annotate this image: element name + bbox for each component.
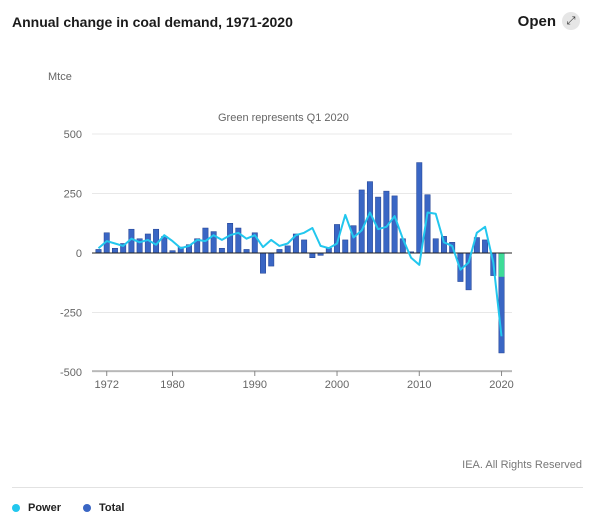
total-bar bbox=[243, 249, 250, 254]
total-dot-icon bbox=[83, 504, 92, 512]
y-axis-unit-label: Mtce bbox=[48, 71, 72, 83]
y-tick-label: 250 bbox=[64, 189, 82, 201]
y-tick-label: -250 bbox=[60, 308, 82, 320]
total-bar bbox=[235, 227, 242, 254]
total-bar bbox=[358, 189, 365, 254]
y-tick-label: 500 bbox=[64, 129, 82, 141]
total-bar bbox=[432, 238, 439, 254]
open-label: Open bbox=[517, 12, 556, 30]
legend-divider bbox=[12, 487, 583, 488]
x-tick-label: 1972 bbox=[94, 379, 118, 391]
copyright-credit: IEA. All Rights Reserved bbox=[462, 459, 582, 471]
chart-legend: Power Total bbox=[12, 502, 124, 514]
y-tick-label: 0 bbox=[76, 248, 82, 260]
x-tick-label: 2000 bbox=[325, 379, 349, 391]
total-bar bbox=[112, 247, 118, 254]
open-button[interactable]: Open ⤢ bbox=[518, 12, 580, 30]
total-bar bbox=[260, 252, 266, 274]
q1-2020-bar bbox=[498, 253, 505, 277]
legend-label-power: Power bbox=[28, 502, 62, 514]
expand-arrow-icon: ⤢ bbox=[562, 12, 580, 30]
legend-item-power[interactable]: Power bbox=[12, 502, 61, 514]
chart-title: Annual change in coal demand, 1971-2020 bbox=[12, 14, 293, 30]
total-bar bbox=[301, 239, 308, 254]
total-bar bbox=[227, 223, 234, 254]
total-bar bbox=[144, 233, 151, 254]
total-bar bbox=[284, 245, 291, 254]
total-bar bbox=[342, 239, 349, 254]
y-tick-label: -500 bbox=[60, 367, 82, 379]
x-tick-label: 2020 bbox=[489, 379, 513, 391]
total-bar bbox=[416, 162, 423, 254]
chart-annotation: Green represents Q1 2020 bbox=[218, 112, 349, 124]
total-bar bbox=[391, 195, 398, 254]
total-bar bbox=[309, 252, 316, 259]
total-bar bbox=[268, 252, 275, 267]
x-tick-label: 2010 bbox=[407, 379, 431, 391]
total-bar bbox=[218, 247, 225, 254]
total-bar bbox=[482, 239, 489, 254]
legend-item-total[interactable]: Total bbox=[83, 502, 124, 514]
x-tick-label: 1990 bbox=[243, 379, 267, 391]
legend-label-total: Total bbox=[99, 502, 125, 514]
x-tick-label: 1980 bbox=[160, 379, 184, 391]
power-series-line bbox=[97, 211, 503, 337]
total-bar bbox=[276, 249, 283, 254]
total-bar bbox=[383, 190, 390, 254]
power-dot-icon bbox=[12, 504, 20, 512]
total-bar bbox=[95, 249, 102, 254]
